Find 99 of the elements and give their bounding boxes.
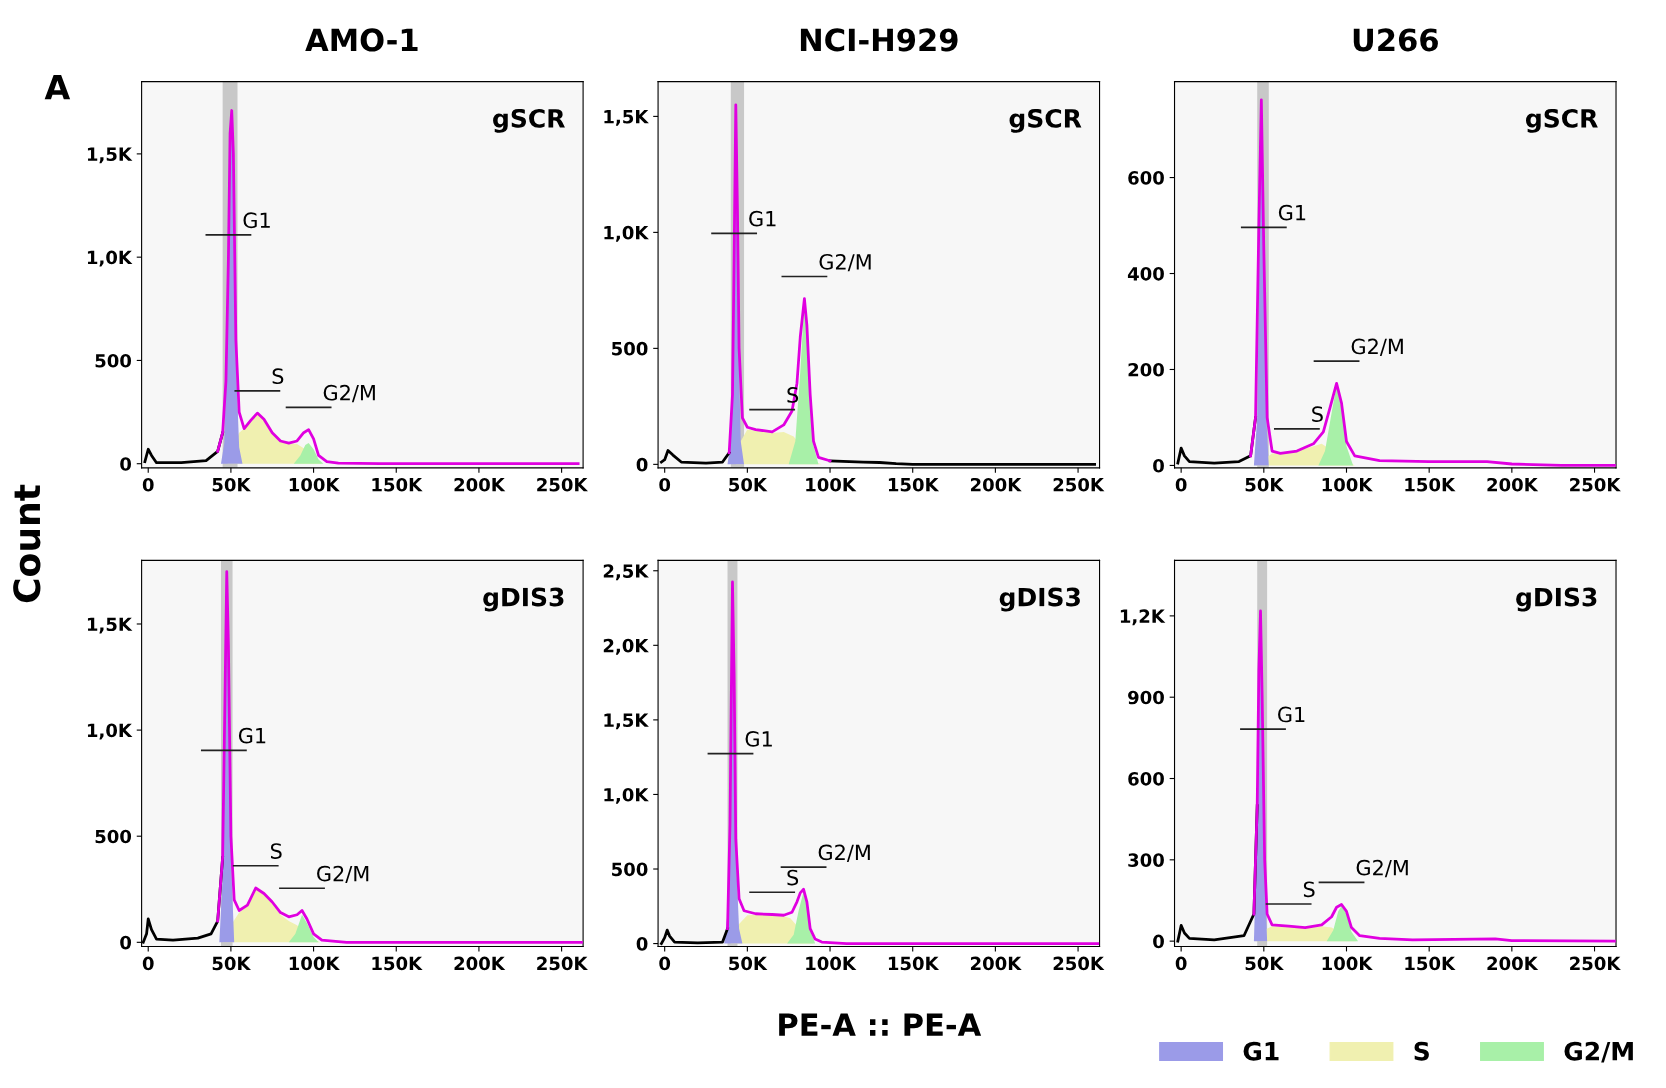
x-tick-label: 100K — [289, 477, 340, 492]
x-tick-label: 50K — [1245, 477, 1284, 492]
y-tick-label: 500 — [612, 862, 648, 877]
annotation: G2/M — [1351, 338, 1403, 356]
line-series — [726, 580, 1100, 945]
annotation: G2/M — [1356, 859, 1408, 878]
text: gDIS3 — [1516, 587, 1597, 612]
x-tick-label: 100K — [806, 956, 857, 971]
y-tick-label: 0 — [636, 937, 648, 951]
annotation: G1 — [745, 731, 772, 747]
chart-title: NCI-H929 — [800, 28, 958, 52]
y-tick-label: 500 — [612, 341, 648, 356]
x-tick-label: 150K — [1405, 956, 1456, 971]
x-tick-label: 100K — [1322, 956, 1373, 971]
y-tick-label: 0 — [120, 935, 132, 950]
annotation: G1 — [243, 212, 270, 229]
y-tick-label: 1,0K — [87, 250, 133, 267]
annotation: S — [270, 843, 282, 859]
y-tick-label: 0 — [1153, 458, 1164, 473]
annotation: G1 — [238, 727, 266, 744]
y-tick-label: 1,5K — [87, 617, 133, 634]
x-tick-label: 250K — [1570, 956, 1621, 971]
annotation: S — [1303, 881, 1315, 898]
annotation: G1 — [749, 210, 776, 227]
y-tick-label: 400 — [1127, 266, 1164, 281]
y-tick-label: 500 — [95, 829, 132, 844]
y-tick-label: 600 — [1128, 171, 1164, 185]
x-tick-label: 0 — [659, 477, 671, 492]
x-tick-label: 200K — [454, 477, 506, 492]
chart-title: U266 — [1353, 28, 1438, 52]
y-tick-label: 300 — [1128, 853, 1164, 867]
x-tick-label: 150K — [1405, 477, 1456, 492]
x-tick-label: 250K — [1570, 477, 1621, 492]
text: gSCR — [1525, 108, 1598, 133]
annotation: S — [787, 869, 799, 886]
y-tick-label: 1,0K — [604, 787, 649, 804]
x-tick-label: 0 — [142, 956, 154, 971]
x-tick-label: 150K — [888, 477, 940, 492]
y-tick-label: 2,5K — [603, 564, 649, 581]
x-tick-label: 100K — [289, 956, 340, 971]
text: gDIS3 — [483, 587, 564, 612]
x-tick-label: 150K — [888, 956, 940, 971]
x-tick-label: 200K — [1487, 956, 1539, 971]
annotation: G2/M — [323, 384, 375, 403]
x-tick-label: 50K — [1245, 956, 1284, 971]
text: A — [44, 74, 71, 100]
x-tick-label: 250K — [1053, 956, 1105, 971]
x-tick-label: 250K — [537, 956, 588, 971]
x-tick-label: 100K — [1322, 477, 1373, 492]
legend-label: G1 — [1243, 1041, 1279, 1061]
chart-title: AMO-1 — [305, 28, 418, 52]
y-tick-label: 500 — [95, 353, 132, 368]
x-tick-label: 200K — [1487, 477, 1539, 492]
x-tick-label: 0 — [659, 956, 671, 971]
x-tick-label: 0 — [1175, 956, 1187, 971]
x-tick-label: 250K — [1053, 477, 1105, 492]
x-tick-label: 200K — [970, 477, 1022, 492]
x-tick-label: 200K — [970, 956, 1022, 971]
text: gSCR — [1009, 108, 1082, 133]
x-tick-label: 200K — [454, 956, 506, 971]
y-tick-label: 1,5K — [604, 110, 649, 126]
x-tick-label: 100K — [806, 477, 857, 492]
annotation: G1 — [1278, 706, 1305, 723]
line-series — [1249, 98, 1616, 467]
x-axis-title: PE-A :: PE-A — [779, 1013, 982, 1036]
x-tick-label: 50K — [729, 956, 768, 971]
annotation: G2/M — [818, 844, 870, 862]
x-tick-label: 150K — [372, 956, 423, 971]
text: gDIS3 — [999, 587, 1080, 612]
annotation: S — [1312, 406, 1323, 423]
annotation: G2/M — [317, 865, 369, 884]
x-tick-label: 0 — [1175, 477, 1187, 492]
y-tick-label: 1,2K — [1120, 609, 1166, 626]
annotation: G1 — [1278, 204, 1306, 221]
x-tick-label: 50K — [212, 956, 252, 971]
x-tick-label: 150K — [372, 477, 423, 492]
line-series — [216, 570, 583, 944]
line-series — [216, 109, 580, 466]
y-tick-label: 600 — [1128, 771, 1164, 786]
legend-label: G2/M — [1564, 1041, 1633, 1063]
y-tick-label: 2,0K — [603, 638, 649, 655]
annotation: S — [272, 368, 284, 385]
x-tick-label: 50K — [729, 477, 768, 492]
x-tick-label: 50K — [212, 477, 252, 492]
x-tick-label: 250K — [537, 477, 588, 492]
text: gSCR — [493, 108, 565, 133]
y-tick-label: 0 — [1153, 934, 1164, 949]
y-tick-label: 1,5K — [604, 713, 649, 730]
y-tick-label: 200 — [1128, 362, 1164, 377]
y-tick-label: 0 — [636, 457, 648, 472]
y-tick-label: 900 — [1128, 690, 1164, 705]
y-tick-label: 0 — [120, 457, 132, 471]
y-tick-label: 1,5K — [87, 147, 133, 164]
y-tick-label: 1,0K — [604, 225, 649, 242]
legend-label: S — [1414, 1041, 1429, 1061]
annotation: G2/M — [819, 253, 871, 272]
y-tick-label: 1,0K — [87, 723, 133, 740]
y-axis-title: Count — [13, 484, 41, 603]
x-tick-label: 0 — [142, 477, 154, 492]
